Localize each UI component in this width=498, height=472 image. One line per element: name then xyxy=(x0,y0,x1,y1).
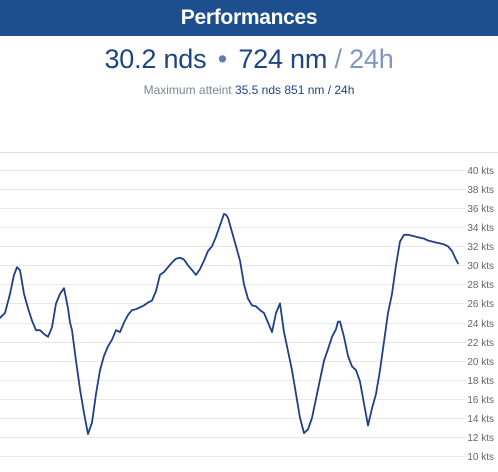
maximum-label: Maximum atteint xyxy=(143,83,232,97)
y-tick-label: 40 kts xyxy=(467,166,494,177)
y-axis-labels: 10 kts 12 kts 14 kts 16 kts 18 kts 20 kts 22 k… xyxy=(467,166,494,463)
average-speed: 30.2 nds xyxy=(104,44,207,74)
period: / 24h xyxy=(334,44,394,74)
y-tick-label: 30 kts xyxy=(467,261,494,272)
y-tick-label: 24 kts xyxy=(467,319,494,330)
y-tick-label: 10 kts xyxy=(467,452,494,463)
y-tick-label: 14 kts xyxy=(467,414,494,425)
performances-banner: Performances xyxy=(0,0,498,36)
speed-series-line xyxy=(0,212,459,436)
performance-headline: 30.2 nds • 724 nm / 24h xyxy=(0,44,498,75)
separator-dot: • xyxy=(217,44,227,74)
maximum-distance: 851 nm xyxy=(284,83,325,97)
y-tick-label: 20 kts xyxy=(467,357,494,368)
chart-grid xyxy=(0,170,466,457)
y-tick-label: 26 kts xyxy=(467,299,494,310)
y-tick-label: 18 kts xyxy=(467,376,494,387)
distance: 724 nm xyxy=(238,44,328,74)
y-tick-label: 16 kts xyxy=(467,395,494,406)
banner-title: Performances xyxy=(180,6,318,29)
maximum-speed: 35.5 nds xyxy=(234,83,281,97)
y-tick-label: 22 kts xyxy=(467,338,494,349)
y-tick-label: 38 kts xyxy=(467,185,494,196)
y-tick-label: 28 kts xyxy=(467,280,494,291)
y-tick-label: 34 kts xyxy=(467,223,494,234)
chart-series xyxy=(0,212,459,436)
y-tick-label: 36 kts xyxy=(467,204,494,215)
maximum-period: / 24h xyxy=(327,83,355,97)
maximum-reached-line: Maximum atteint 35.5 nds 851 nm / 24h xyxy=(0,83,498,97)
y-tick-label: 32 kts xyxy=(467,242,494,253)
y-tick-label: 12 kts xyxy=(467,433,494,444)
